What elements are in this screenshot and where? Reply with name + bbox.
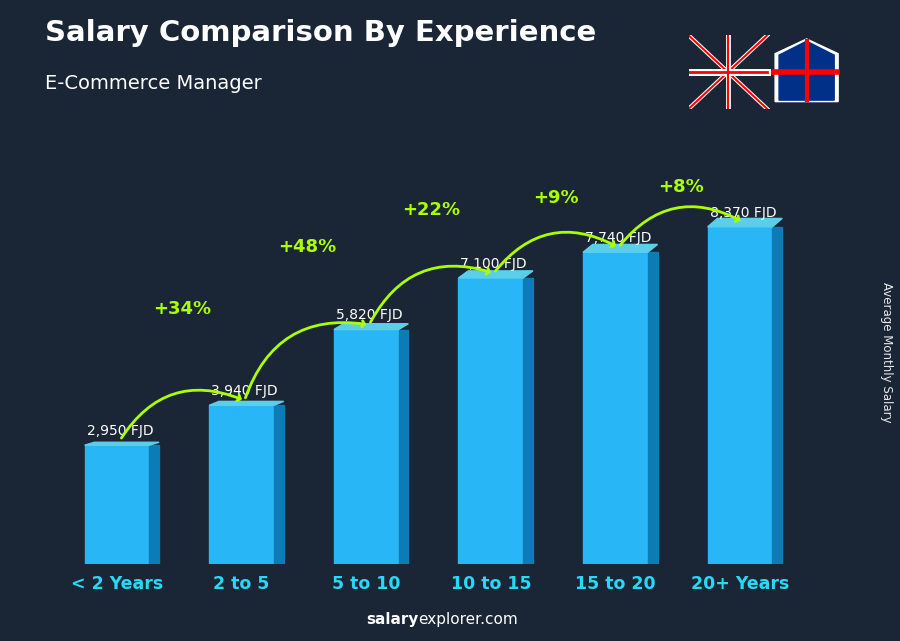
- Polygon shape: [399, 329, 409, 564]
- Text: 5,820 FJD: 5,820 FJD: [336, 308, 402, 322]
- Polygon shape: [85, 442, 159, 445]
- Text: Average Monthly Salary: Average Monthly Salary: [880, 282, 893, 423]
- Text: salary: salary: [366, 612, 418, 627]
- Text: +22%: +22%: [402, 201, 461, 219]
- Polygon shape: [334, 324, 409, 329]
- Text: +34%: +34%: [153, 299, 211, 318]
- Polygon shape: [779, 41, 834, 100]
- Polygon shape: [583, 244, 658, 252]
- Text: +9%: +9%: [533, 189, 579, 207]
- Polygon shape: [775, 39, 838, 102]
- Polygon shape: [648, 252, 658, 564]
- Text: E-Commerce Manager: E-Commerce Manager: [45, 74, 262, 93]
- Text: explorer.com: explorer.com: [418, 612, 518, 627]
- Polygon shape: [149, 445, 159, 564]
- Text: 7,100 FJD: 7,100 FJD: [461, 257, 527, 271]
- Bar: [209, 405, 274, 564]
- Bar: [458, 278, 523, 564]
- Bar: [583, 252, 648, 564]
- Bar: [334, 329, 399, 564]
- Text: 8,370 FJD: 8,370 FJD: [710, 206, 777, 220]
- Bar: [707, 227, 772, 564]
- Text: 2,950 FJD: 2,950 FJD: [86, 424, 153, 438]
- Polygon shape: [707, 219, 782, 227]
- Polygon shape: [772, 227, 782, 564]
- Text: +8%: +8%: [658, 178, 704, 196]
- Polygon shape: [274, 405, 284, 564]
- Polygon shape: [209, 401, 284, 405]
- Text: Salary Comparison By Experience: Salary Comparison By Experience: [45, 19, 596, 47]
- Polygon shape: [523, 278, 533, 564]
- Polygon shape: [458, 271, 533, 278]
- Text: 3,940 FJD: 3,940 FJD: [212, 384, 278, 398]
- Text: +48%: +48%: [278, 238, 336, 256]
- Bar: [85, 445, 149, 564]
- Text: 7,740 FJD: 7,740 FJD: [585, 231, 652, 245]
